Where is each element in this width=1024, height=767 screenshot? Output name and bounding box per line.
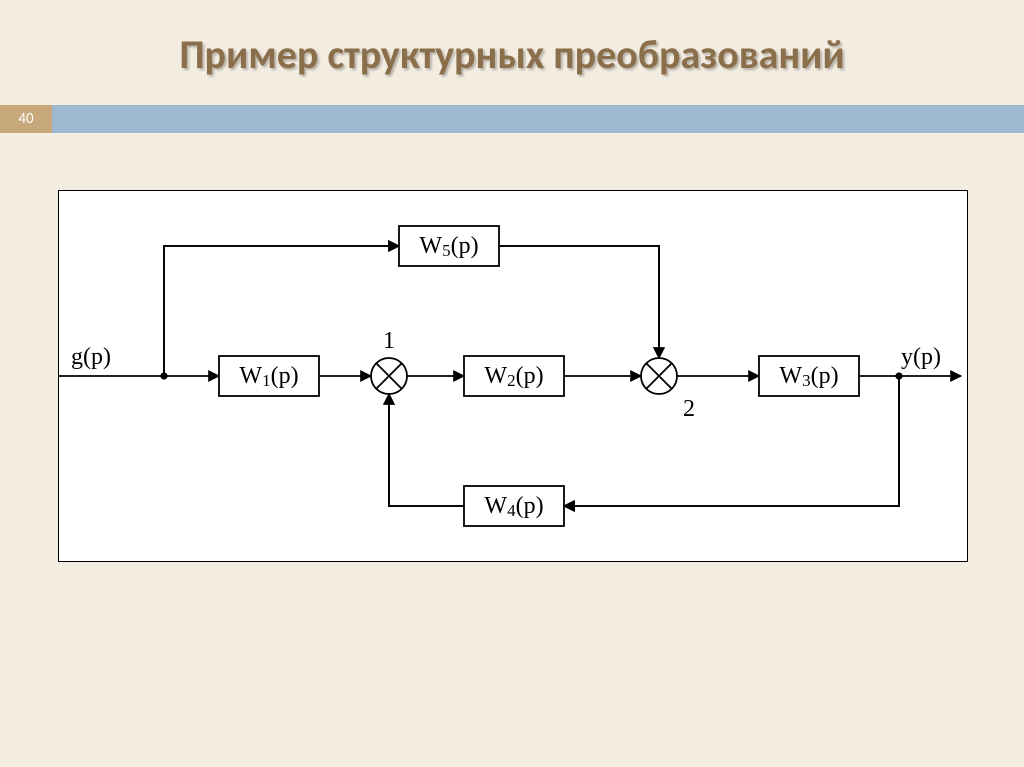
summer-label-S1: 1 (383, 328, 395, 354)
node-branchOut (896, 373, 903, 380)
block-label-W1: W1(p) (239, 363, 298, 390)
input-label: g(p) (71, 344, 111, 370)
block-label-W2: W2(p) (484, 363, 543, 390)
block-label-W4: W4(p) (484, 493, 543, 520)
slide-title: Пример структурных преобразований (0, 30, 1024, 79)
block-label-W3: W3(p) (779, 363, 838, 390)
summer-label-S2: 2 (683, 396, 695, 422)
slide-canvas: Пример структурных преобразований 40 W1(… (0, 0, 1024, 767)
diagram-svg: W1(p) W2(p) W3(p) W4(p) W5(p) 1 2 g(p) y(p) (59, 191, 967, 561)
block-diagram: W1(p) W2(p) W3(p) W4(p) W5(p) 1 2 g(p) y(p) (58, 190, 968, 562)
page-number-badge: 40 (0, 105, 52, 133)
node-branchIn (161, 373, 168, 380)
output-label: y(p) (901, 344, 941, 370)
block-label-W5: W5(p) (419, 233, 478, 260)
header-stripe (0, 105, 1024, 133)
